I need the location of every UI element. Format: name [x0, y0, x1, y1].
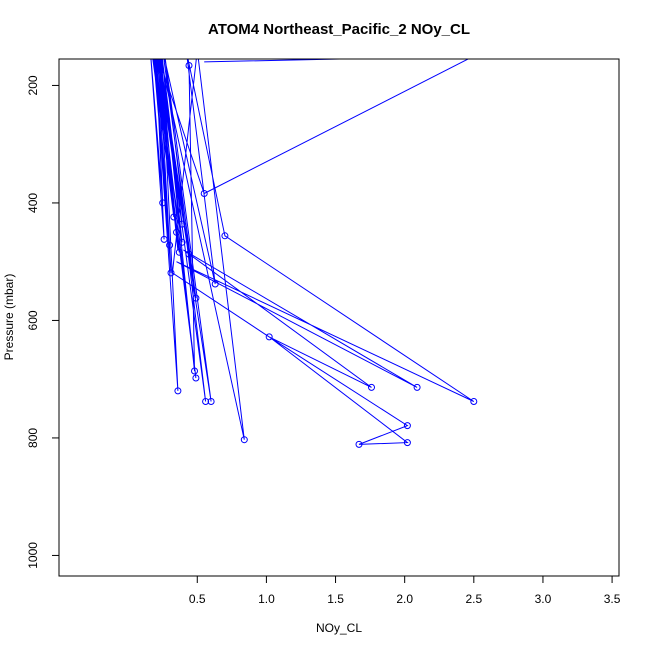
x-tick-label: 1.0 — [258, 592, 275, 606]
series-group — [150, 59, 475, 445]
y-tick-label: 600 — [26, 310, 40, 330]
data-point — [192, 294, 200, 302]
x-axis: 0.5 1.0 1.5 2.0 2.5 3.0 3.5 — [189, 575, 621, 606]
data-point — [221, 232, 229, 240]
y-tick-label: 400 — [26, 193, 40, 213]
data-point — [170, 213, 178, 221]
marker-group — [159, 62, 478, 448]
data-point — [178, 220, 186, 228]
data-point — [355, 440, 363, 448]
y-tick-label: 1000 — [26, 542, 40, 569]
data-point — [159, 199, 167, 207]
data-point — [167, 269, 175, 277]
y-tick-label: 800 — [26, 428, 40, 448]
data-point — [368, 383, 375, 391]
data-point — [211, 280, 219, 288]
x-tick-label: 0.5 — [189, 592, 206, 606]
data-point — [185, 250, 193, 258]
x-tick-label: 3.5 — [604, 592, 621, 606]
x-tick-label: 2.0 — [396, 592, 413, 606]
data-point — [192, 374, 200, 382]
data-point — [185, 62, 193, 69]
data-point — [200, 190, 208, 197]
plot-frame — [58, 58, 620, 577]
data-point — [403, 439, 411, 447]
x-tick-label: 3.0 — [535, 592, 552, 606]
x-axis-label: NOy_CL — [316, 621, 362, 635]
data-point — [240, 436, 248, 444]
y-tick-label: 200 — [26, 75, 40, 95]
series-line — [150, 59, 475, 445]
data-point — [160, 235, 168, 243]
data-point — [174, 387, 182, 395]
data-point — [413, 383, 421, 391]
data-point — [178, 238, 186, 246]
data-point — [166, 241, 174, 249]
chart-title: ATOM4 Northeast_Pacific_2 NOy_CL — [208, 21, 470, 38]
data-point — [175, 248, 183, 256]
data-point — [191, 367, 198, 375]
x-tick-label: 2.5 — [465, 592, 482, 606]
x-tick-label: 1.5 — [327, 592, 344, 606]
data-point — [173, 228, 180, 236]
y-axis-label: Pressure (mbar) — [2, 274, 16, 361]
data-point — [207, 398, 215, 405]
data-point — [403, 422, 411, 430]
data-point — [470, 398, 478, 405]
data-point — [265, 333, 273, 341]
y-axis: 200 400 600 800 1000 — [26, 75, 60, 569]
